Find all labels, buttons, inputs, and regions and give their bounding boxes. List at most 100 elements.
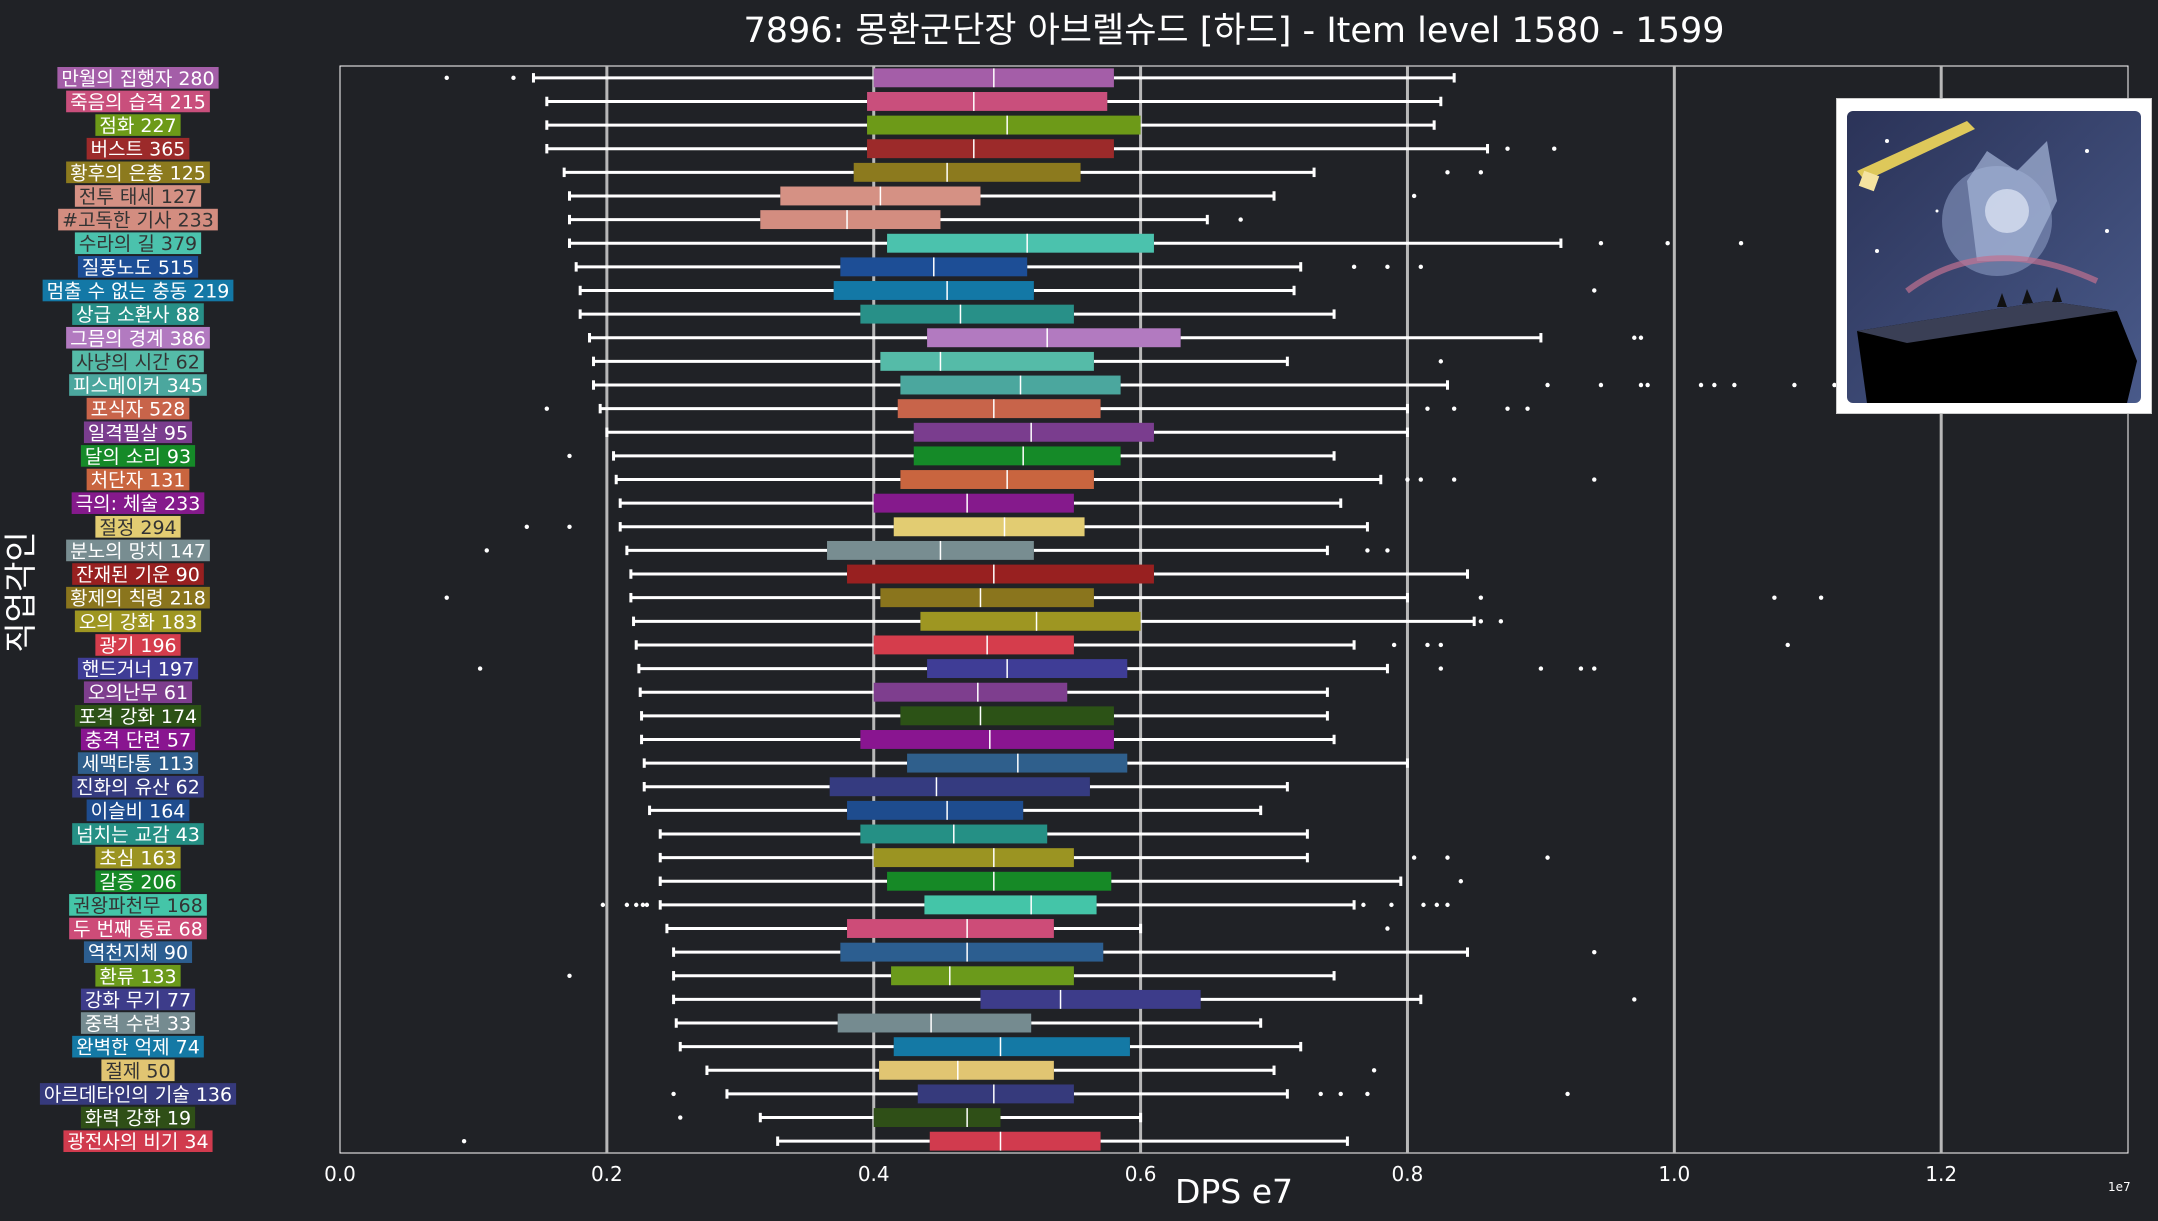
y-label-background <box>95 634 181 656</box>
outlier-point <box>1425 406 1430 411</box>
y-category-label: 일격필살 95 <box>83 421 193 444</box>
chart-title: 7896: 몽환군단장 아브렐슈드 [하드] - Item level 1580… <box>743 11 1725 51</box>
y-label-background <box>95 114 181 136</box>
y-label-text: 황후의 은총 125 <box>70 162 206 184</box>
box-iqr <box>873 635 1074 655</box>
y-label-background <box>66 161 210 184</box>
box-iqr <box>847 919 1054 938</box>
y-category-label: 완벽한 억제 74 <box>72 1035 204 1059</box>
box-series <box>574 257 1424 277</box>
y-label-background <box>58 208 218 231</box>
box-series <box>671 1084 1570 1104</box>
y-label-background <box>101 1059 175 1082</box>
outlier-point <box>484 548 489 553</box>
y-category-label: 환류 133 <box>95 964 181 988</box>
y-label-text: 환류 133 <box>99 966 176 988</box>
outlier-point <box>1478 619 1484 624</box>
outlier-point <box>1592 666 1597 671</box>
y-label-text: 질풍노도 515 <box>82 257 194 279</box>
y-label-text: 광전사의 비기 34 <box>67 1131 208 1153</box>
y-category-label: 넘치는 교감 43 <box>72 823 204 846</box>
y-category-label: 포격 강화 174 <box>74 705 202 728</box>
box-iqr <box>879 1060 1054 1080</box>
outlier-point <box>1338 1091 1343 1097</box>
outlier-point <box>461 1138 467 1144</box>
y-category-label: 이슬비 164 <box>86 799 190 822</box>
y-category-label: 피스메이커 345 <box>69 374 207 397</box>
box-series <box>567 966 1336 986</box>
outlier-point <box>567 453 572 459</box>
y-category-label: #고독한 기사 233 <box>58 208 218 232</box>
y-category-label: 초심 163 <box>95 846 181 870</box>
y-category-label: 멈출 수 없는 충동 219 <box>42 279 234 302</box>
y-label-text: 아르데타인의 기술 136 <box>44 1084 232 1106</box>
outlier-point <box>1732 382 1737 388</box>
y-label-text: 절정 294 <box>99 517 176 539</box>
outlier-point <box>1632 335 1637 340</box>
outlier-point <box>1505 146 1510 151</box>
y-label-background <box>71 492 205 514</box>
outlier-point <box>1385 548 1390 553</box>
outlier-point <box>524 524 530 529</box>
x-tick-label: 0.6 <box>1125 1162 1157 1186</box>
y-label-text: 오의 강화 183 <box>79 611 197 633</box>
y-label-background <box>66 90 210 113</box>
y-label-background <box>63 1130 213 1152</box>
y-category-label: 죽음의 습격 215 <box>66 90 210 113</box>
box-iqr <box>927 659 1128 679</box>
box-series <box>642 753 1409 773</box>
y-category-label: 진화의 유산 62 <box>72 775 204 799</box>
x-tick-label: 0.8 <box>1392 1162 1424 1186</box>
box-iqr <box>867 91 1108 111</box>
outlier-point <box>1389 902 1394 908</box>
outlier-point <box>1592 949 1597 955</box>
y-label-text: 일격필살 95 <box>88 422 188 444</box>
outlier-point <box>600 902 606 908</box>
y-category-label: 절정 294 <box>95 515 181 539</box>
y-category-label: 처단자 131 <box>86 468 190 492</box>
y-category-label: 광기 196 <box>95 634 181 657</box>
box-iqr <box>873 1108 1001 1128</box>
y-label-background <box>42 279 234 302</box>
box-iqr <box>893 1037 1130 1057</box>
y-label-text: 완벽한 억제 74 <box>76 1037 200 1059</box>
outlier-point <box>1365 548 1370 553</box>
y-label-background <box>69 374 207 396</box>
y-label-background <box>95 515 181 538</box>
y-category-label: 점화 227 <box>95 114 181 137</box>
box-iqr <box>980 989 1201 1009</box>
outlier-point <box>1598 382 1604 388</box>
y-label-background <box>80 1012 196 1034</box>
y-label-background <box>95 964 181 987</box>
box-iqr <box>920 611 1141 631</box>
y-category-label: 중력 수련 33 <box>80 1012 196 1035</box>
outlier-point <box>1638 335 1644 340</box>
y-label-background <box>72 775 204 798</box>
y-label-background <box>80 988 196 1011</box>
y-label-background <box>83 681 193 704</box>
x-tick-label: 0.4 <box>858 1162 890 1186</box>
outlier-point <box>1832 382 1837 388</box>
box-series <box>545 91 1443 111</box>
outlier-point <box>1592 477 1597 482</box>
outlier-point <box>1425 642 1430 648</box>
y-category-label: 분노의 망치 147 <box>66 539 210 562</box>
y-category-label: 사냥의 시간 62 <box>72 350 204 373</box>
outlier-point <box>1458 879 1464 884</box>
y-category-label: 황후의 은총 125 <box>66 161 210 184</box>
box-series <box>567 446 1336 466</box>
box-series <box>544 399 1530 419</box>
y-category-label: 잔재된 기운 90 <box>72 563 204 586</box>
y-label-text: 상급 소환사 88 <box>76 304 200 326</box>
box-iqr <box>891 966 1074 986</box>
outlier-point <box>444 595 449 600</box>
outlier-point <box>1418 264 1424 270</box>
outlier-point <box>1772 595 1777 600</box>
y-category-label: 세맥타통 113 <box>77 752 199 775</box>
y-label-text: 멈출 수 없는 충동 219 <box>47 280 230 302</box>
outlier-point <box>1411 193 1417 199</box>
box-iqr <box>867 139 1114 159</box>
box-iqr <box>853 162 1081 182</box>
y-label-background <box>95 870 181 893</box>
